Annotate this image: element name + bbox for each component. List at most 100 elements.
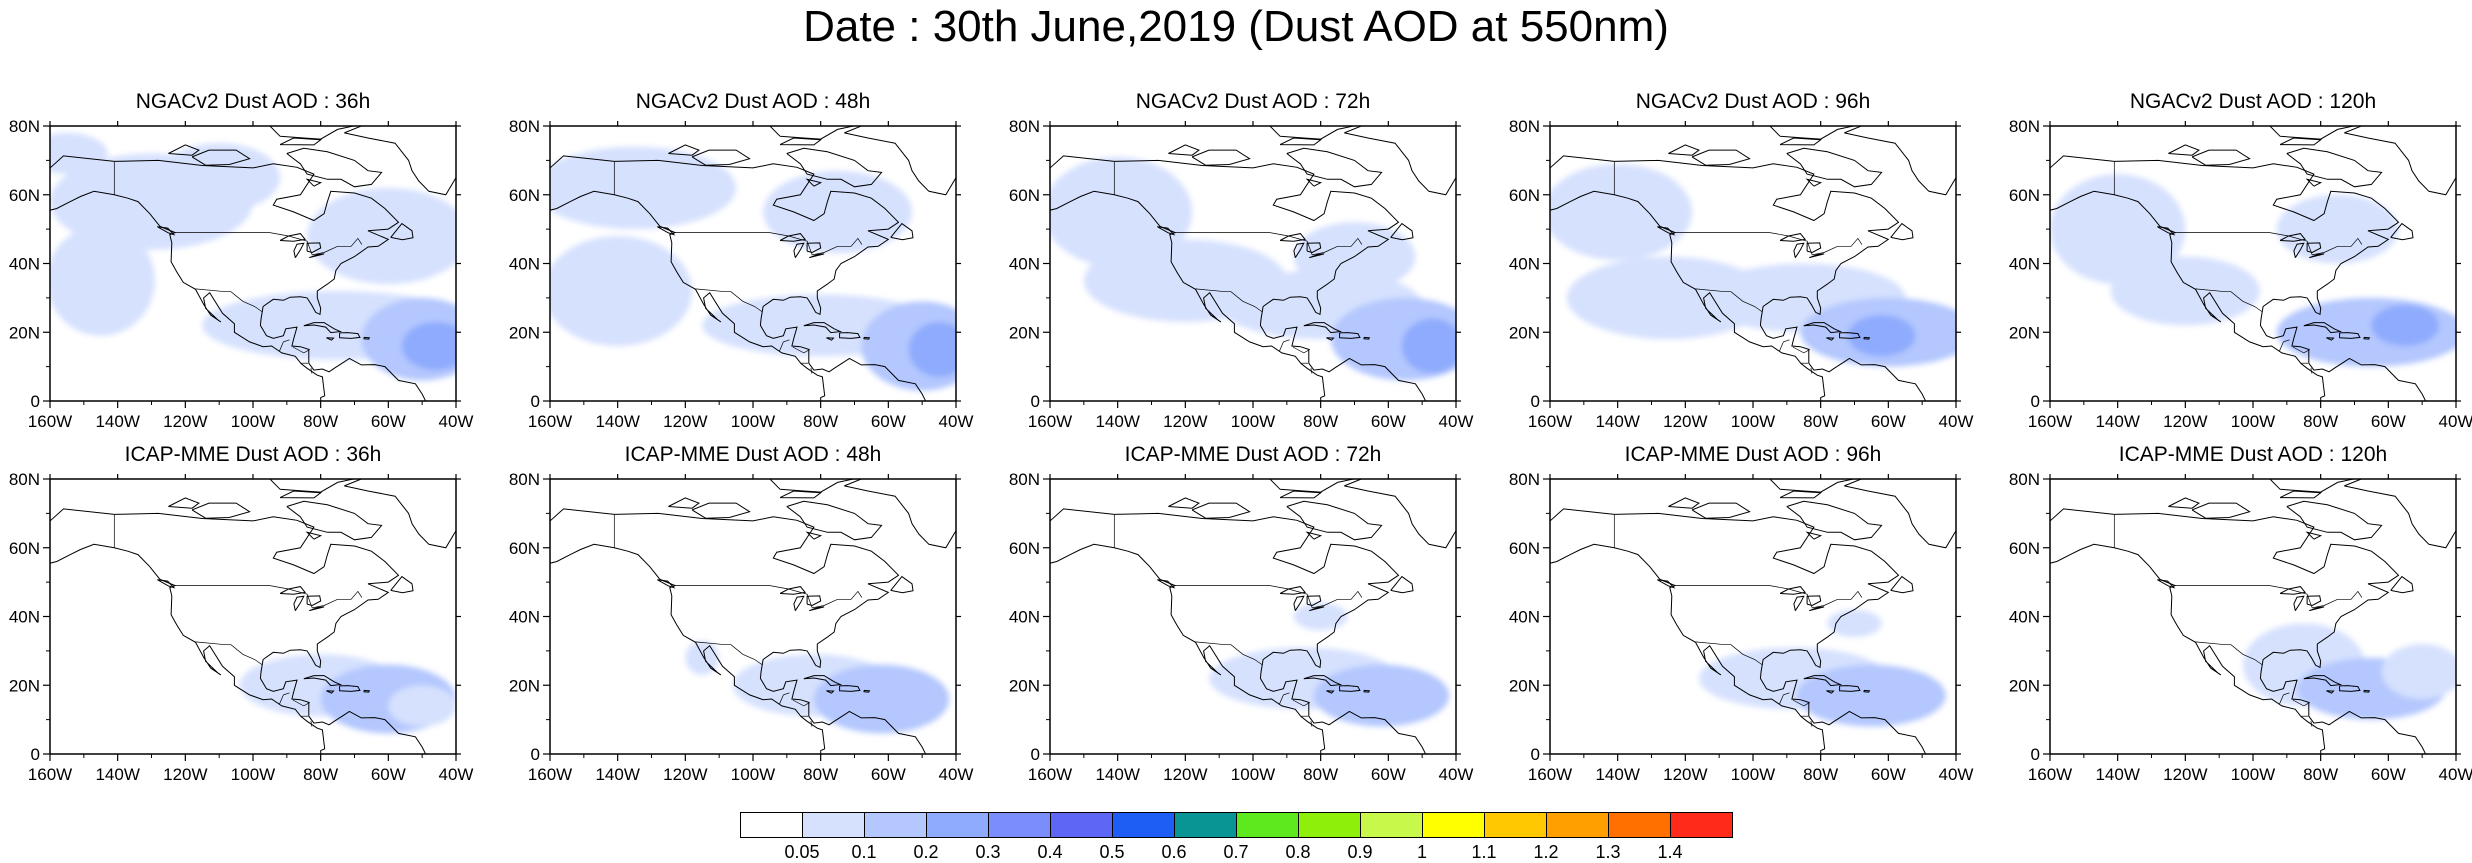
coastline [769,126,856,140]
coastline [779,233,807,242]
coastline [839,685,861,692]
coastline [293,242,305,258]
coastline [1805,531,1823,540]
coastlines [1550,126,1956,401]
coastline [168,144,200,156]
coastline [1769,479,1856,493]
coastline [1844,126,1956,196]
coastline [2157,226,2176,236]
lon-tick-label: 120W [1663,412,1707,431]
aod-region [1313,664,1450,727]
coastline [1863,336,1871,340]
coastlines [2050,126,2456,401]
coastline [2050,155,2427,401]
lon-tick-label: 140W [2095,412,2139,431]
coastline [2279,490,2323,499]
aod-region [1550,163,1693,261]
coastline [550,508,927,754]
coastlines [1050,479,1456,754]
lon-tick-label: 40W [439,412,474,431]
colorbar-swatch [1422,812,1485,838]
coastline [803,322,843,334]
lon-tick-label: 80W [2303,765,2338,784]
lon-tick-label: 40W [439,765,474,784]
lat-tick-label: 40N [2009,255,2040,274]
border-line [779,339,790,352]
lon-tick-label: 80W [1303,765,1338,784]
lat-tick-label: 60N [1009,186,1040,205]
coastline [1339,332,1361,339]
aod-region [763,170,913,254]
border-line [292,346,310,354]
lon-tick-label: 100W [1731,765,1775,784]
border-line [674,232,863,256]
lat-tick-label: 40N [509,255,540,274]
lon-tick-label: 160W [2028,765,2072,784]
lon-tick-label: 160W [2028,412,2072,431]
coastline [2390,575,2414,594]
lon-tick-label: 120W [663,765,707,784]
lat-tick-label: 20N [1009,323,1040,342]
colorbar-swatch [1484,812,1547,838]
lat-tick-label: 80N [2009,470,2040,489]
coastline [1390,575,1414,594]
colorbar-swatch [1608,812,1671,838]
coastline [157,226,176,236]
coastline [2293,595,2305,611]
border-line [1695,641,1763,666]
map-panel-ngacv2-72h: NGACv2 Dust AOD : 72h 160W 140W 120W 100W 80W… [1002,90,1474,431]
coastline [805,178,823,187]
lat-tick-label: 0 [1031,745,1040,764]
colorbar-swatch [1112,812,1175,838]
coastline [2363,689,2371,693]
lat-tick-label: 0 [1531,392,1540,411]
aod-region [1847,315,1916,357]
border-line [1792,699,1810,707]
lat-tick-label: 60N [9,186,40,205]
lon-tick-label: 100W [731,412,775,431]
coastline [844,126,956,196]
coastlines [50,126,456,401]
border-line [174,232,363,256]
colorbar-swatch [988,812,1051,838]
border-line [2292,699,2310,707]
aod-region [1050,156,1193,267]
coastline [1293,242,1305,258]
map-panel-icap-mme-48h: ICAP-MME Dust AOD : 48h 160W 140W 120W 100W 8… [502,443,974,784]
lat-tick-label: 80N [9,117,40,136]
coastline [890,222,914,241]
coastline [1793,242,1805,258]
map-panel-ngacv2-36h: NGACv2 Dust AOD : 36h 160W 140W 120W 100W 80W… [2,90,474,431]
aod-region [1293,602,1348,631]
aod-shading [1698,609,1946,727]
lon-tick-label: 120W [163,765,207,784]
coastline [826,337,835,341]
lat-tick-label: 40N [1509,608,1540,627]
coastline [1326,337,1335,341]
coastline [1305,531,1323,540]
coastline [805,531,823,540]
colorbar-label: 0.05 [784,842,820,862]
aod-region [158,143,281,212]
aod-shading [239,654,456,734]
coastline [1691,502,1751,519]
aod-shading [50,132,456,381]
lon-tick-label: 140W [1095,412,1139,431]
lat-tick-label: 60N [509,186,540,205]
colorbar-label: 1.1 [1471,842,1497,862]
lon-tick-label: 100W [231,412,275,431]
coastline [286,500,383,541]
coastline [1826,690,1835,694]
border-line [810,720,813,727]
coastline [344,479,456,549]
coastline [779,586,807,595]
border-line [1292,346,1310,354]
coastline [2050,508,2427,754]
coastline [2269,479,2356,493]
coastline [1839,685,1861,692]
coastline [2339,332,2361,339]
lat-tick-label: 60N [1509,186,1540,205]
lat-tick-label: 0 [531,745,540,764]
coastline [1168,144,1200,156]
coastline [1339,685,1361,692]
